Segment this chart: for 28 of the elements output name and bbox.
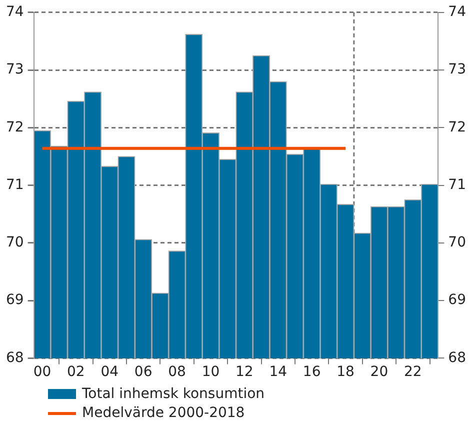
x-tick-label: 16: [302, 364, 321, 380]
y2-tick-label: 71: [6, 176, 24, 193]
y2-tick-label: 70: [6, 234, 24, 251]
x-tick-label: 18: [336, 364, 354, 380]
y-tick-label: 71: [448, 176, 466, 193]
x-tick-label: 12: [236, 364, 254, 380]
x-tick-label: 14: [269, 364, 288, 380]
y-tick-label: 69: [448, 292, 466, 308]
y2-tick-label: 69: [6, 292, 24, 308]
y2-tick-label: 68: [6, 350, 24, 366]
y2-tick-label: 74: [6, 4, 24, 20]
y-tick-label: 74: [448, 4, 466, 20]
y2-tick-label: 73: [6, 62, 24, 78]
y-tick-label: 70: [448, 234, 466, 251]
y-tick-label: 73: [448, 62, 466, 78]
x-tick-label: 02: [67, 364, 85, 380]
x-tick-label: 06: [134, 364, 152, 380]
x-tick-label: 22: [404, 364, 422, 380]
x-tick-label: 04: [100, 364, 119, 380]
x-tick-label: 08: [168, 364, 186, 380]
x-tick-label: 00: [33, 364, 52, 380]
y-tick-label: 68: [448, 350, 466, 366]
y-tick-label: 72: [448, 119, 466, 136]
x-tick-label: 10: [202, 364, 220, 380]
legend-label: Total inhemsk konsumtion: [82, 386, 265, 402]
x-tick-label: 20: [370, 364, 388, 380]
legend-label: Medelvärde 2000-2018: [82, 405, 245, 421]
y2-tick-label: 72: [6, 119, 24, 136]
